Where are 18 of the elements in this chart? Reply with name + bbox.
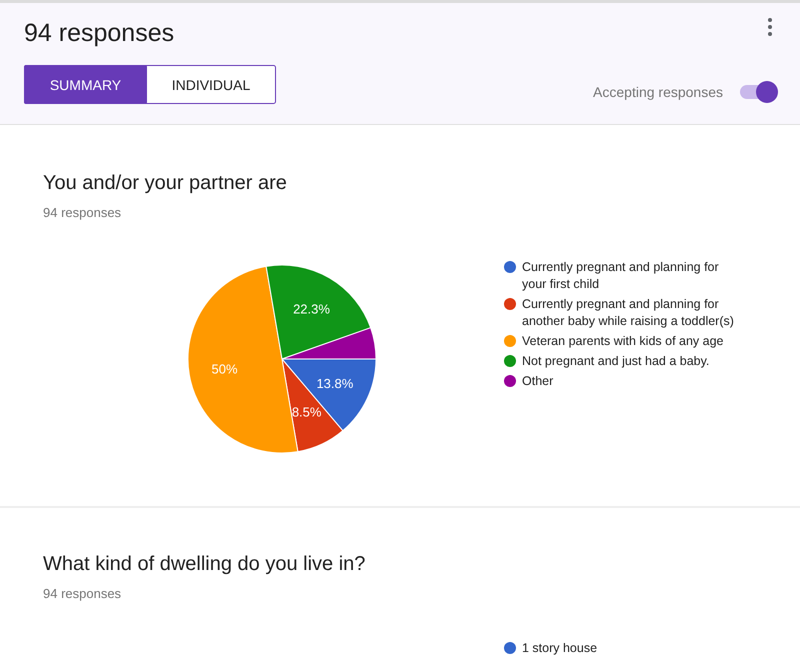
- legend-label: Other: [522, 374, 554, 388]
- data-label: 50%: [212, 361, 238, 376]
- data-label: 8.5%: [292, 404, 322, 420]
- text: 94 responses: [43, 205, 122, 220]
- chart-title: You and/or your partner are: [43, 172, 287, 194]
- data-label: 13.8%: [316, 376, 354, 391]
- legend-label: Veteran parents with kids of any age: [522, 334, 724, 348]
- text: 1 story house: [522, 641, 598, 655]
- legend-label: Currently pregnant and planning for your first child: [522, 260, 719, 291]
- text: What kind of dwelling do you live in?: [43, 553, 366, 575]
- data-label: 22.3%: [293, 301, 330, 316]
- legend-label: Not pregnant and just had a baby.: [522, 354, 710, 368]
- legend-label: Currently pregnant and planning for another baby while raising a toddler(s): [522, 297, 734, 328]
- text: 94 responses: [43, 586, 122, 601]
- text: INDIVIDUAL: [172, 77, 250, 93]
- text: SUMMARY: [50, 77, 122, 93]
- text: Accepting responses: [593, 84, 723, 100]
- text: 94 responses: [24, 19, 174, 47]
